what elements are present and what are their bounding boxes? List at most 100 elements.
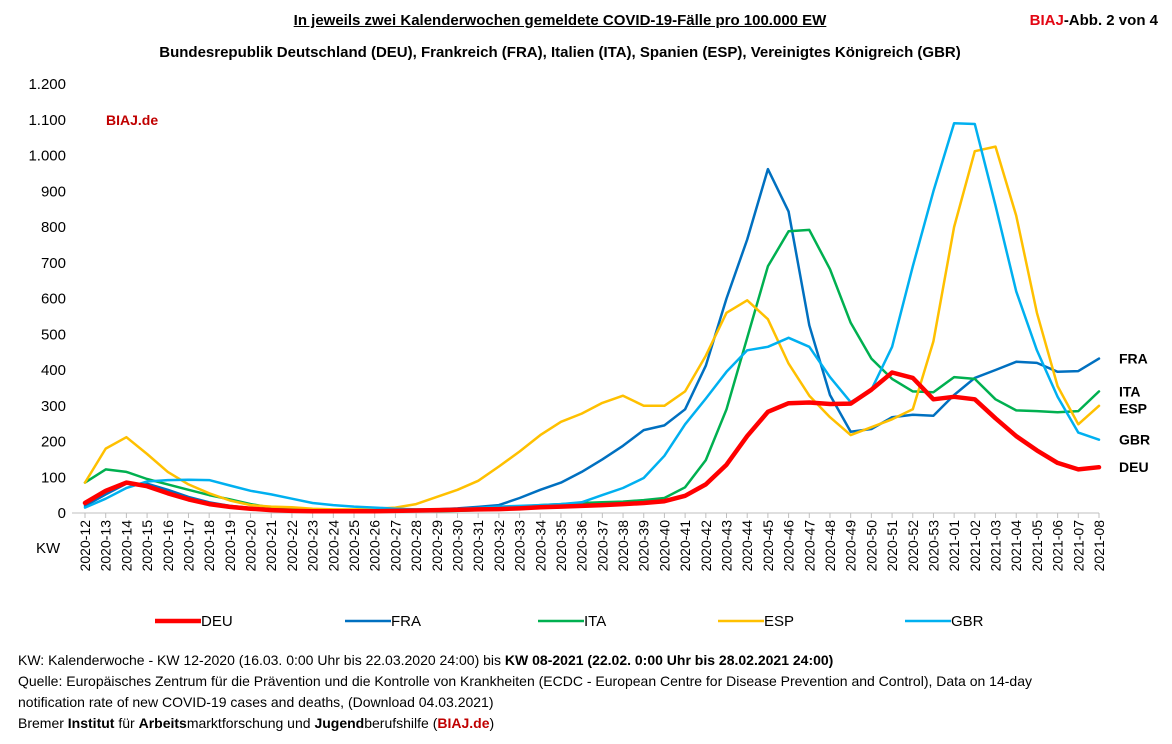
chart-subtitle: Bundesrepublik Deutschland (DEU), Frankr… [159,44,961,61]
x-tick-label: 2020-18 [201,520,217,572]
x-tick-label: 2020-15 [139,520,155,572]
x-tick-label: 2020-40 [656,520,672,572]
legend-label-gbr: GBR [951,613,984,630]
chart-title: In jeweils zwei Kalenderwochen gemeldete… [293,12,827,29]
x-tick-label: 2020-25 [346,520,362,572]
x-tick-label: 2020-46 [781,520,797,572]
footer-org-2: Institut [67,715,115,731]
x-tick-label: 2020-49 [843,520,859,572]
x-axis-label: KW [36,540,61,557]
x-tick-label: 2021-07 [1070,520,1086,572]
x-tick-label: 2020-48 [822,520,838,572]
y-tick-label: 1.200 [28,76,66,93]
y-tick-label: 300 [41,398,66,415]
x-tick-label: 2020-19 [222,520,238,572]
footer-org-7: berufshilfe ( [364,715,438,731]
footer-notes: KW: Kalenderwoche - KW 12-2020 (16.03. 0… [18,650,1158,734]
x-tick-label: 2020-38 [615,520,631,572]
end-label-esp: ESP [1119,400,1147,416]
x-tick-label: 2020-13 [98,520,114,572]
y-tick-label: 1.100 [28,112,66,129]
x-tick-label: 2020-27 [387,520,403,572]
end-label-deu: DEU [1119,459,1149,475]
x-tick-label: 2021-01 [946,520,962,572]
x-tick-label: 2020-53 [925,520,941,572]
x-tick-label: 2020-37 [594,520,610,572]
series-line-esp [83,145,1101,511]
x-tick-label: 2020-36 [574,520,590,572]
x-tick-label: 2020-41 [677,520,693,572]
series-line-deu [82,370,1102,514]
footer-line-1: KW: Kalenderwoche - KW 12-2020 (16.03. 0… [18,650,1158,671]
x-tick-label: 2021-04 [1008,520,1024,572]
y-tick-label: 0 [58,505,66,522]
footer-kw-range: KW 08-2021 (22.02. 0:00 Uhr bis 28.02.20… [504,652,834,668]
x-tick-label: 2020-21 [263,520,279,572]
end-label-ita: ITA [1119,383,1141,399]
end-label-fra: FRA [1119,351,1148,367]
footer-org-3: für [114,715,139,731]
y-tick-label: 400 [41,362,66,379]
x-tick-label: 2020-32 [491,520,507,572]
y-tick-label: 1.000 [28,148,66,165]
x-tick-label: 2020-44 [739,520,755,572]
x-tick-label: 2020-29 [429,520,445,572]
x-tick-label: 2020-43 [719,520,735,572]
x-tick-label: 2020-31 [470,520,486,572]
legend-label-esp: ESP [764,613,794,630]
x-tick-label: 2021-03 [988,520,1004,572]
x-tick-label: 2020-12 [77,520,93,572]
x-tick-label: 2020-20 [243,520,259,572]
x-tick-label: 2020-34 [532,520,548,572]
x-tick-label: 2020-35 [553,520,569,572]
footer-line-4: Bremer Institut für Arbeitsmarktforschun… [18,713,1158,734]
x-tick-label: 2020-26 [367,520,383,572]
x-tick-label: 2020-17 [180,520,196,572]
x-tick-label: 2020-23 [305,520,321,572]
y-tick-label: 500 [41,326,66,343]
footer-org-4: Arbeits [138,715,187,731]
footer-org-1: Bremer [18,715,68,731]
x-tick-label: 2020-45 [760,520,776,572]
figure-number: BIAJ-Abb. 2 von 4 [1030,12,1158,29]
corner-text: -Abb. 2 von 4 [1063,12,1158,29]
corner-brand: BIAJ [1029,12,1064,29]
legend-label-ita: ITA [584,613,606,630]
x-tick-label: 2021-06 [1050,520,1066,572]
footer-org-5: marktforschung und [186,715,315,731]
legend-label-fra: FRA [391,613,421,630]
footer-kw-note: KW: Kalenderwoche - KW 12-2020 (16.03. 0… [18,652,505,668]
y-tick-label: 900 [41,183,66,200]
x-tick-label: 2020-28 [408,520,424,572]
x-tick-label: 2020-14 [118,520,134,572]
footer-line-2: Quelle: Europäisches Zentrum für die Prä… [18,673,1032,689]
watermark-label: BIAJ.de [106,112,158,128]
y-tick-label: 600 [41,291,66,308]
x-tick-label: 2021-02 [967,520,983,572]
end-label-gbr: GBR [1119,432,1150,448]
footer-line-3: notification rate of new COVID-19 cases … [18,694,494,710]
x-tick-label: 2020-39 [636,520,652,572]
x-tick-label: 2020-42 [698,520,714,572]
footer-org-link[interactable]: BIAJ.de [437,715,490,731]
footer-org-9: ) [489,715,495,731]
x-tick-label: 2020-52 [905,520,921,572]
x-tick-label: 2020-51 [884,520,900,572]
x-tick-label: 2020-24 [325,520,341,572]
y-tick-label: 700 [41,255,66,272]
legend-label-deu: DEU [201,613,233,630]
series-line-gbr [83,122,1101,511]
series-line-fra [83,167,1101,513]
y-tick-label: 100 [41,469,66,486]
x-tick-label: 2020-47 [801,520,817,572]
x-tick-label: 2020-16 [160,520,176,572]
footer-org-6: Jugend [314,715,365,731]
x-tick-label: 2020-30 [449,520,465,572]
x-tick-label: 2020-33 [512,520,528,572]
y-tick-label: 200 [41,434,66,451]
x-tick-label: 2021-05 [1029,520,1045,572]
x-tick-label: 2020-50 [863,520,879,572]
x-tick-label: 2021-08 [1091,520,1107,572]
y-tick-label: 800 [41,219,66,236]
